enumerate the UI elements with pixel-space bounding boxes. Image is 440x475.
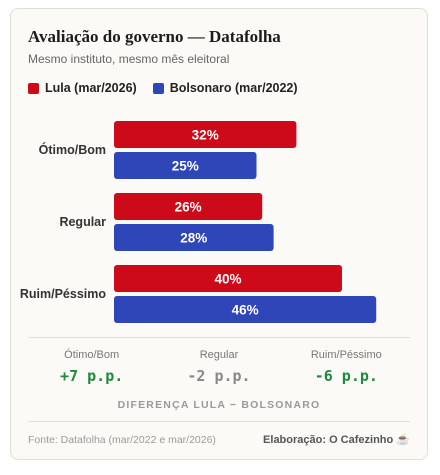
bar-value-label: 32% — [192, 128, 219, 143]
legend: Lula (mar/2026) Bolsonaro (mar/2022) — [28, 81, 298, 95]
difference-row: Ótimo/Bom +7 p.p. Regular -2 p.p. Ruim/P… — [28, 349, 410, 385]
bar-value-label: 40% — [214, 272, 241, 287]
difference-value: +7 p.p. — [60, 367, 124, 385]
bar-value-label: 46% — [232, 303, 259, 318]
bar-value-label: 28% — [180, 231, 207, 246]
difference-caption: DIFERENÇA LULA − BOLSONARO — [117, 399, 321, 411]
difference-label: Regular — [199, 349, 239, 361]
difference-value: -2 p.p. — [187, 367, 251, 385]
bar-value-label: 25% — [172, 159, 199, 174]
chart-subtitle: Mesmo instituto, mesmo mês eleitoral — [28, 52, 230, 66]
legend-item-bolsonaro: Bolsonaro (mar/2022) — [152, 81, 298, 95]
difference-label: Ruim/Péssimo — [310, 349, 382, 361]
category-label: Ótimo/Bom — [39, 142, 106, 157]
source-note: Fonte: Datafolha (mar/2022 e mar/2026) — [28, 434, 216, 446]
chart-title: Avaliação do governo — Datafolha — [28, 27, 281, 46]
legend-item-lula: Lula (mar/2026) — [28, 81, 137, 95]
difference-label: Ótimo/Bom — [64, 349, 120, 361]
bar-lula — [114, 121, 297, 148]
divider-bottom — [28, 421, 410, 422]
bar-lula — [114, 193, 263, 220]
category-label: Ruim/Péssimo — [20, 287, 107, 301]
difference-ruim-pessimo: Ruim/Péssimo -6 p.p. — [283, 349, 410, 385]
bar-bolsonaro — [114, 224, 274, 251]
bar-lula — [114, 265, 342, 292]
divider-top — [28, 337, 410, 338]
legend-swatch-lula — [28, 82, 39, 94]
legend-swatch-bolsonaro — [152, 82, 164, 94]
bar-chart: Ótimo/Bom 32% 25% Regular 26% 28% Ruim/Péssimo… — [20, 121, 377, 323]
difference-otimo-bom: Ótimo/Bom +7 p.p. — [28, 349, 155, 385]
credit-note: Elaboração: O Cafezinho ☕ — [263, 434, 410, 446]
difference-regular: Regular -2 p.p. — [155, 349, 282, 385]
difference-value: -6 p.p. — [314, 367, 378, 385]
legend-label-lula: Lula (mar/2026) — [45, 81, 137, 95]
bar-bolsonaro — [114, 296, 377, 323]
category-label: Regular — [59, 215, 106, 229]
chart-card: Avaliação do governo — Datafolha Mesmo i… — [10, 8, 428, 460]
legend-label-bolsonaro: Bolsonaro (mar/2022) — [169, 81, 298, 95]
bar-value-label: 26% — [175, 200, 202, 215]
bar-bolsonaro — [114, 152, 257, 179]
